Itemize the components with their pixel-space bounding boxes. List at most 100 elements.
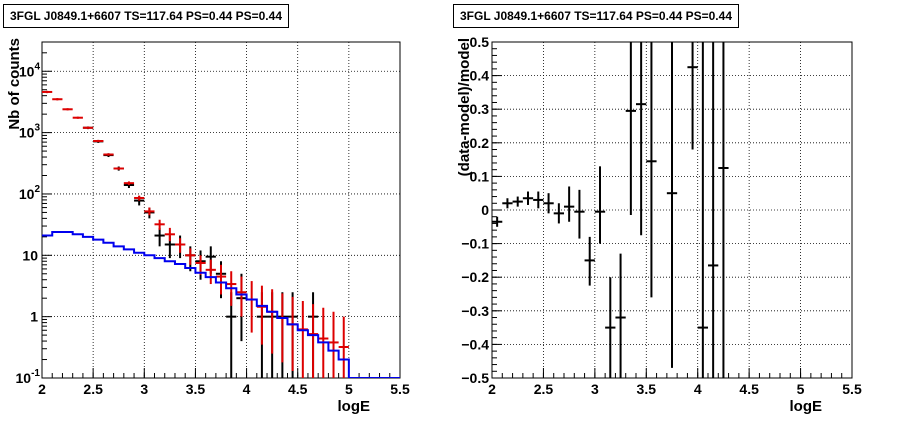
y-tick-exponent: 2 [34,184,40,195]
x-tick-label: 5 [345,381,353,397]
model-point [267,289,278,354]
residual-point [708,42,719,378]
model-point [185,248,196,265]
model-point [328,311,339,378]
model-point [82,126,94,129]
y-tick-exponent: -1 [31,368,40,379]
residual-point [512,196,523,207]
data-point [226,292,237,378]
model-point [134,195,145,201]
y-tick-label: 0.1 [470,168,490,184]
model-point [307,304,319,378]
y-tick-label: 10-1 [16,368,41,386]
model-point [72,116,83,119]
model-point [62,108,73,111]
model-point [287,296,298,372]
residual-point [625,42,636,216]
x-axis-label: logE [338,398,371,415]
y-tick-label: −0.5 [461,370,489,386]
x-tick-label: 5 [797,381,805,397]
model-point [277,293,288,363]
x-tick-label: 5.5 [390,381,410,397]
residual-point [718,42,729,378]
residual-point [553,203,564,224]
y-tick-label: 102 [19,184,41,202]
model-point [164,227,175,242]
y-tick-label: −0.1 [461,236,489,252]
y-tick-base: 10 [22,247,38,263]
model-point [174,238,186,253]
y-tick-label: 0.3 [470,101,490,117]
residual-point [492,216,503,227]
residual-point [574,189,585,239]
residual-point [615,253,626,378]
y-tick-exponent: 3 [34,123,40,134]
residual-point [584,236,595,286]
residual-point [533,191,544,209]
model-point [93,139,104,143]
y-tick-exponent: 4 [34,61,40,72]
y-tick-base: 10 [19,125,35,141]
x-tick-label: 4.5 [739,381,759,397]
y-tick-base: 10 [16,370,32,386]
y-tick-label: 0.5 [470,34,490,50]
y-tick-label: −0.2 [461,269,489,285]
y-tick-base: 10 [19,63,35,79]
data-point [154,227,165,247]
model-point [256,285,268,345]
model-point [195,255,206,275]
residual-point [636,42,647,236]
x-tick-label: 4 [243,381,251,397]
residual-plot: 2 2.5 3 3.5 4 4.5 5 5.5 −0.5 −0.4 −0.3 −0.2 −0.1 0 0.1… [456,34,862,415]
residual-point [522,191,534,205]
plot-area [492,42,729,378]
model-point [297,300,308,378]
residual-point [594,166,606,244]
model-point [338,316,349,378]
model-point [123,181,135,185]
model-point [52,98,63,101]
x-tick-label: 4 [694,381,702,397]
y-tick-label: 103 [19,123,41,141]
y-tick-label: 0.2 [470,135,490,151]
x-tick-label: 2.5 [534,381,554,397]
x-tick-label: 3.5 [637,381,657,397]
residual-point [666,42,678,368]
y-tick-label: −0.3 [461,303,489,319]
model-point [144,207,155,216]
model-point [215,264,227,295]
model-point [42,90,53,94]
residual-point [564,186,575,222]
y-tick-label: 10 [22,247,38,263]
residual-point [697,42,708,378]
y-tick-label: 0 [481,202,489,218]
residual-point [646,42,657,298]
y-tick-base: 10 [19,186,35,202]
plot-area [42,90,400,378]
residual-point [543,193,554,214]
y-tick-label: 1 [30,309,38,325]
x-tick-label: 3 [140,381,148,397]
residual-point [605,277,616,378]
residual-series [492,42,729,378]
y-axis-label: Nb of counts [6,38,23,130]
left-plot-title: 3FGL J0849.1+6607 TS=117.64 PS=0.44 PS=0… [3,4,289,28]
model-point [205,259,216,285]
model-point [103,153,114,156]
x-tick-label: 2.5 [83,381,103,397]
x-tick-label: 2 [488,381,496,397]
x-tick-label: 3 [591,381,599,397]
x-tick-label: 2 [38,381,46,397]
model-point [113,167,124,170]
y-tick-base: 1 [30,309,38,325]
plot-frame [41,41,401,379]
right-plot-title: 3FGL J0849.1+6607 TS=117.64 PS=0.44 PS=0… [453,4,739,28]
residual-point [502,198,513,209]
x-tick-label: 5.5 [842,381,862,397]
y-tick-label: 0.4 [470,68,490,84]
model-histogram-line [42,230,400,378]
x-tick-label: 3.5 [186,381,206,397]
model-point [236,276,247,317]
